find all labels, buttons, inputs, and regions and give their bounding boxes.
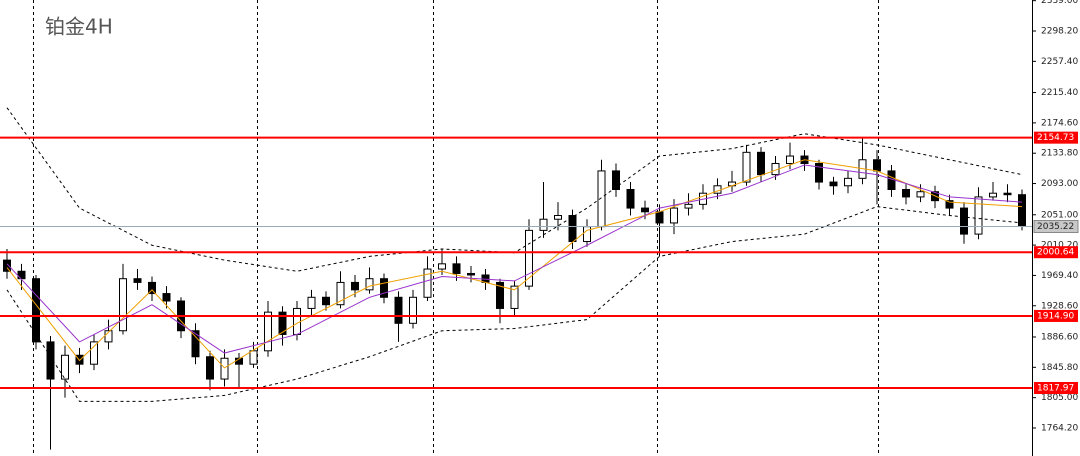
candle-body: [32, 278, 40, 343]
candle-body: [438, 263, 446, 270]
candle-body: [467, 272, 475, 276]
candle-body: [597, 170, 606, 228]
candle-body: [626, 188, 635, 209]
candle-body: [554, 215, 562, 220]
candle-body: [902, 188, 910, 198]
candle-body: [510, 285, 519, 309]
candle-body: [3, 259, 11, 272]
overlay-line: [6, 159, 1023, 369]
chart-title: 铂金4H: [45, 15, 113, 39]
candle-body: [1003, 192, 1012, 196]
candle-body: [655, 211, 664, 224]
candle-body: [786, 155, 794, 164]
y-tick-label: 2298.20: [1041, 26, 1078, 36]
candle-body: [873, 159, 881, 172]
y-tick-label: 1845.80: [1041, 363, 1078, 373]
candle-body: [452, 263, 461, 274]
y-tick-label: 2215.40: [1041, 88, 1078, 98]
candle-body: [757, 151, 765, 176]
candle-body: [380, 278, 388, 298]
candle-body: [916, 191, 925, 198]
candle-body: [496, 281, 504, 309]
candle-body: [162, 293, 171, 302]
current-price-label: 2035.22: [1037, 222, 1074, 232]
level-box: [1034, 309, 1078, 322]
y-tick-label: 1928.60: [1041, 301, 1078, 311]
candle-body: [612, 170, 620, 190]
candle-body: [191, 330, 200, 358]
candle-body: [583, 226, 591, 243]
candle-body: [365, 278, 374, 291]
candle-body: [568, 215, 577, 243]
candle-body: [351, 281, 359, 291]
candle-body: [278, 311, 287, 335]
level-box: [1034, 246, 1078, 259]
candle-body: [148, 281, 156, 295]
level-label: 1817.97: [1037, 384, 1074, 394]
y-tick-label: 2093.00: [1041, 179, 1078, 189]
level-box: [1034, 131, 1078, 144]
candle-body: [293, 307, 301, 335]
candle-body: [46, 341, 55, 380]
overlay-line: [6, 206, 1023, 402]
candle-body: [133, 278, 142, 283]
candle-body: [17, 270, 26, 280]
candle-body: [945, 200, 954, 209]
level-box: [1034, 382, 1078, 395]
candle-body: [336, 281, 345, 306]
candle-body: [539, 218, 548, 231]
candle-body: [960, 207, 968, 235]
period-separators: [33, 0, 879, 456]
candle-body: [742, 151, 751, 183]
candle-body: [525, 229, 533, 287]
candle-body: [974, 196, 983, 235]
candles: [3, 137, 1026, 450]
level-label: 2154.73: [1037, 133, 1074, 143]
candle-body: [249, 350, 258, 365]
y-tick-label: 2051.00: [1041, 210, 1078, 220]
y-tick-label: 1969.40: [1041, 271, 1078, 281]
y-tick-label: 2339.00: [1041, 0, 1078, 6]
candle-body: [206, 356, 214, 380]
candle-body: [1018, 194, 1026, 228]
candle-body: [220, 357, 229, 380]
candle-body: [670, 207, 678, 224]
current-price-box: [1033, 219, 1079, 233]
candle-body: [641, 207, 649, 213]
overlay-line: [6, 164, 1023, 354]
candle-body: [264, 311, 272, 352]
overlay-line: [6, 107, 1023, 272]
candle-body: [423, 268, 432, 298]
candle-body: [307, 296, 316, 309]
candle-body: [409, 296, 417, 324]
candle-body: [989, 192, 997, 198]
y-tick-label: 2010.20: [1041, 241, 1078, 251]
y-tick-label: 1764.20: [1041, 423, 1078, 433]
candle-body: [90, 341, 98, 365]
y-tick-label: 1805.00: [1041, 393, 1078, 403]
candle-body: [119, 278, 127, 332]
candle-body: [322, 296, 330, 306]
candle-body: [829, 181, 838, 187]
y-tick-label: 1886.60: [1041, 332, 1078, 342]
level-label: 1914.90: [1037, 311, 1074, 321]
y-tick-label: 2133.80: [1041, 149, 1078, 159]
y-tick-label: 2257.40: [1041, 57, 1078, 67]
candle-body: [684, 203, 693, 209]
candle-body: [844, 177, 852, 187]
candle-body: [394, 296, 403, 324]
candle-body: [815, 162, 823, 183]
level-label: 2000.64: [1037, 248, 1074, 258]
candle-body: [61, 354, 69, 380]
y-tick-label: 2174.60: [1041, 118, 1078, 128]
